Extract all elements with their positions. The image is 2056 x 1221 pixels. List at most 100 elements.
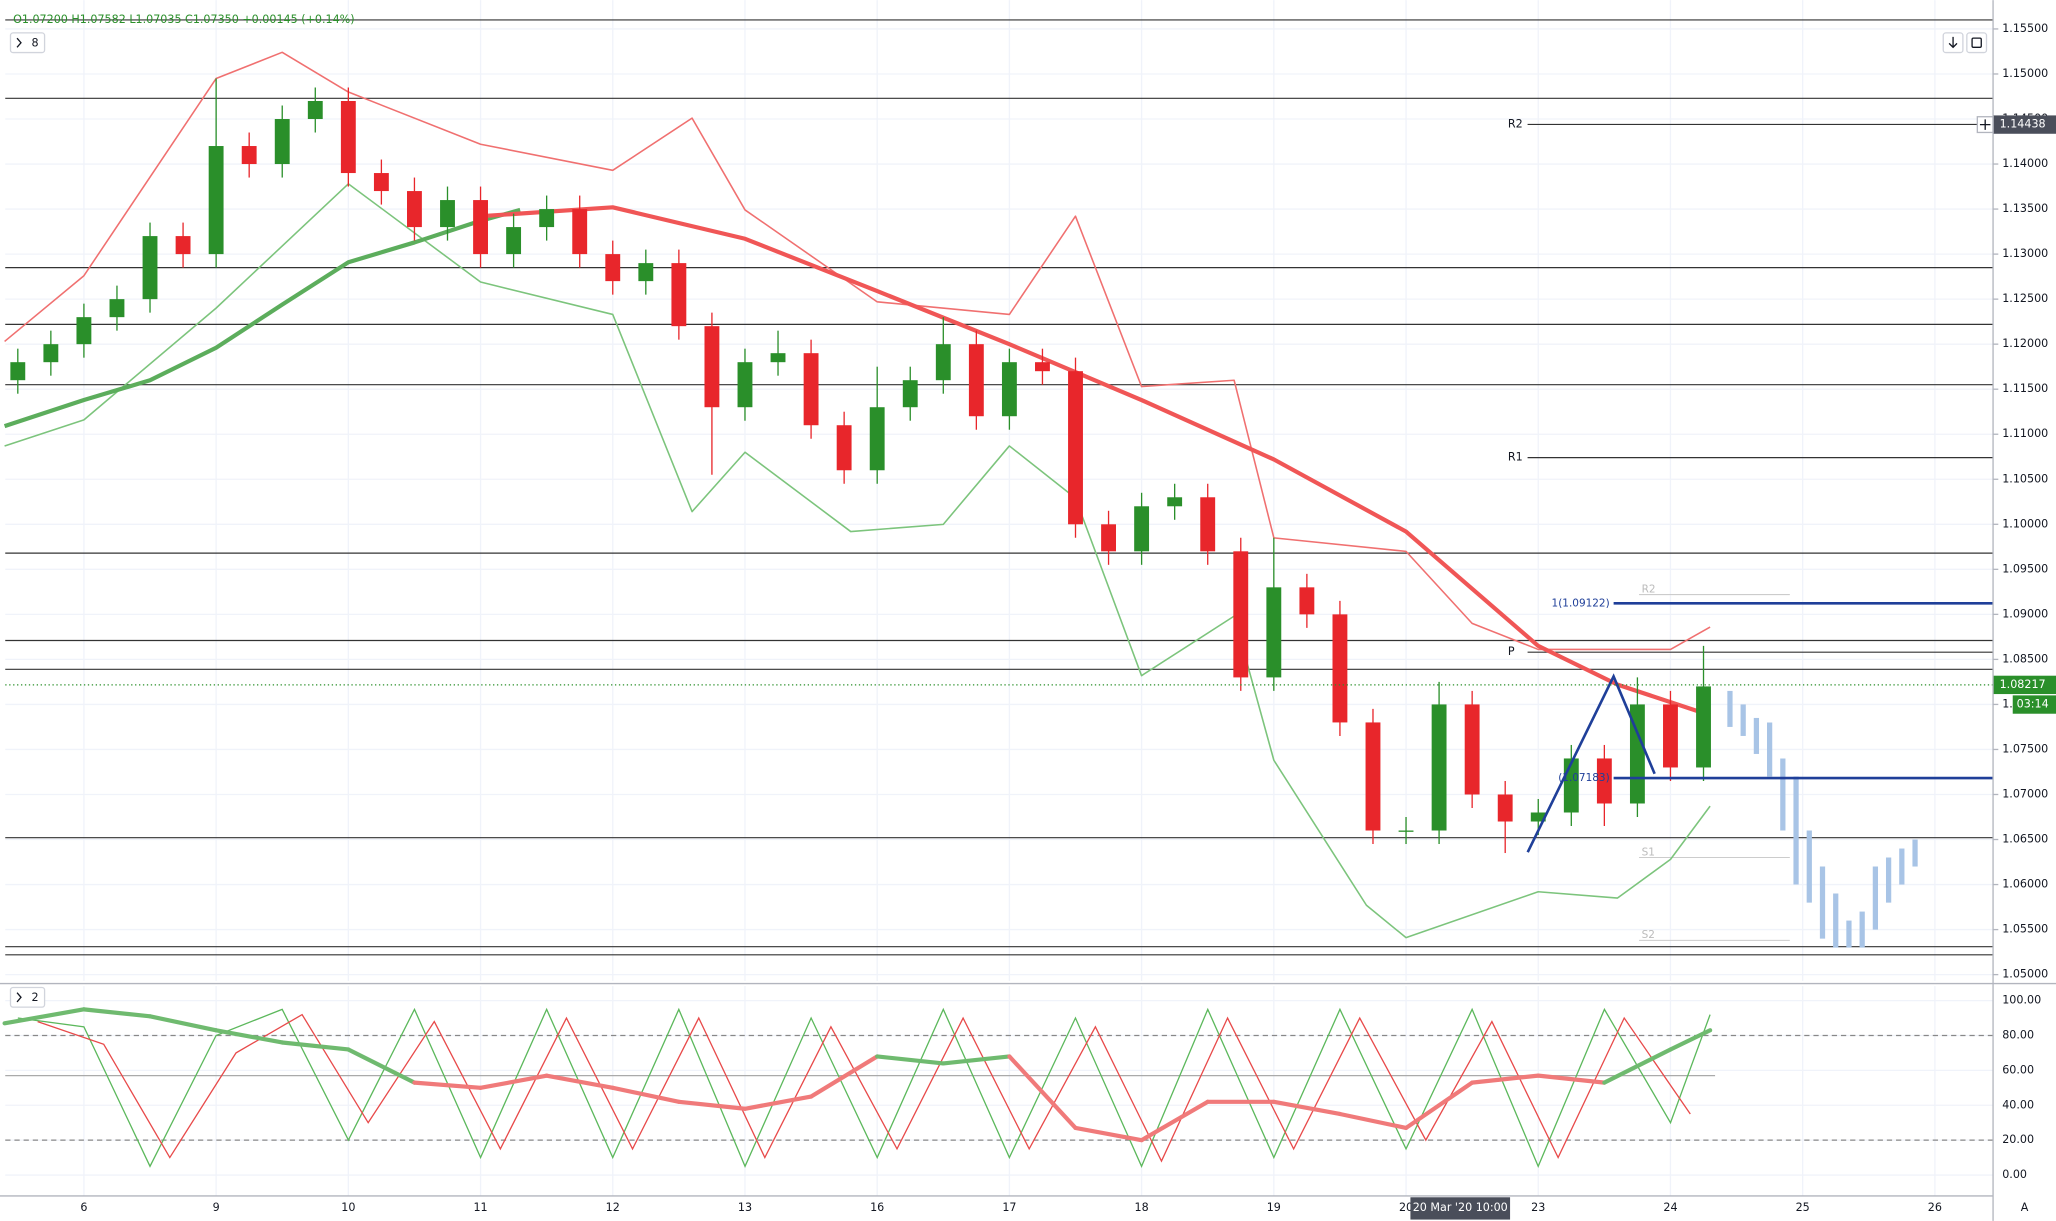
candle-body <box>1497 794 1513 822</box>
y-tick-label: 1.06000 <box>2002 878 2048 891</box>
candle-body <box>1200 497 1216 552</box>
oscillator-segment <box>875 1054 946 1066</box>
candle-body <box>737 362 753 408</box>
candle-body <box>902 380 918 408</box>
maximize-button[interactable] <box>1966 32 1988 54</box>
pivot-label: R1 <box>1508 451 1523 464</box>
candle-body <box>1530 812 1546 822</box>
overlay-line <box>480 205 1711 718</box>
oscillator-segment <box>1403 1080 1475 1131</box>
y-tick-label: 1.06500 <box>2002 833 2048 846</box>
candle-body <box>605 254 621 282</box>
x-tick-label: 23 <box>1531 1201 1545 1214</box>
oscillator-segment <box>214 1028 285 1045</box>
pivot-label: P <box>1508 645 1515 658</box>
candle-body <box>76 317 92 345</box>
candle-body <box>770 353 786 363</box>
y-tick-label: 1.12500 <box>2002 292 2048 305</box>
crosshair-price-tag <box>1993 115 2056 134</box>
candle-body <box>671 263 687 327</box>
y-tick-label: 40.00 <box>2002 1098 2034 1111</box>
y-tick-label: 1.13500 <box>2002 202 2048 215</box>
faded-pivot-label: S2 <box>1642 929 1655 941</box>
x-tick-label: 11 <box>473 1201 487 1214</box>
x-tick-label: 16 <box>870 1201 884 1214</box>
candle-body <box>109 299 125 318</box>
faded-pivot-label: S1 <box>1642 846 1655 858</box>
x-tick-label: 13 <box>738 1201 752 1214</box>
plus-icon <box>1979 119 1991 130</box>
oscillator-segment <box>544 1073 615 1090</box>
oscillator-segment <box>2 1007 87 1026</box>
oscillator-segment <box>808 1054 880 1099</box>
candle-body <box>1299 587 1315 615</box>
y-tick-label: 1.05000 <box>2002 968 2048 981</box>
candle-body <box>373 173 389 192</box>
scale-mode[interactable]: A <box>2021 1201 2029 1214</box>
oscillator-segment <box>412 1080 483 1090</box>
candle-body <box>274 119 290 165</box>
last-price-label: 1.08217 <box>2000 678 2046 691</box>
toggle-main[interactable] <box>9 32 46 54</box>
y-tick-label: 1.11000 <box>2002 427 2048 440</box>
candle-body <box>440 200 455 228</box>
countdown-tag <box>2012 695 2056 714</box>
oscillator-segment <box>742 1094 814 1111</box>
overlay-line <box>3 207 521 429</box>
countdown-label: 03:14 <box>2017 698 2049 711</box>
candle-body <box>1663 704 1678 768</box>
plot: 1.05000 1.05500 1.06000 1.06500 1.07000 1.075… <box>2 19 2056 1220</box>
candle-body <box>340 100 356 174</box>
oscillator-segment <box>81 1007 153 1019</box>
candle-body <box>407 191 422 228</box>
candle-body <box>1233 551 1249 678</box>
oscillator-segment <box>1073 1125 1144 1143</box>
pattern-line <box>1526 673 1656 853</box>
candle-body <box>1596 758 1612 804</box>
oscillator-segment <box>1536 1073 1607 1085</box>
oscillator-segment <box>1668 1028 1713 1052</box>
x-tick-label: 18 <box>1135 1201 1149 1214</box>
oscillator-segment <box>1337 1111 1409 1131</box>
x-tick-label: 6 <box>80 1201 87 1214</box>
x-tick-label: 10 <box>341 1201 355 1214</box>
oscillator-segment <box>676 1099 748 1111</box>
toggle-osc[interactable] <box>9 986 46 1008</box>
square-icon <box>1971 37 1982 48</box>
oscillator-segment <box>1271 1099 1343 1117</box>
candle-body <box>1266 587 1282 678</box>
x-tick-label: 24 <box>1663 1201 1677 1214</box>
candle-body <box>1696 686 1711 768</box>
overlay-line <box>4 183 1711 939</box>
candle-body <box>1464 704 1480 795</box>
chevron <box>16 992 22 1003</box>
y-tick-label: 20.00 <box>2002 1133 2034 1146</box>
candle-body <box>638 263 654 282</box>
panel-count: 2 <box>31 991 38 1004</box>
y-tick-label: 1.14000 <box>2002 157 2048 170</box>
oscillator-segment <box>1007 1054 1078 1131</box>
y-tick-label: 1.07000 <box>2002 787 2048 800</box>
panel-count: 8 <box>31 36 38 49</box>
y-tick-label: 1.10500 <box>2002 472 2048 485</box>
crosshair-price-label: 1.14438 <box>2000 118 2046 131</box>
y-tick-label: 1.15500 <box>2002 22 2048 35</box>
oscillator-segment <box>941 1054 1012 1066</box>
oscillator-segment <box>1139 1099 1210 1143</box>
chevron <box>16 37 22 48</box>
x-tick-label: 9 <box>213 1201 220 1214</box>
crosshair-time-tag <box>1410 1197 1511 1220</box>
down-icon <box>1948 36 1958 49</box>
candle-body <box>572 209 588 255</box>
oscillator-segment <box>280 1040 351 1052</box>
oscillator-segment <box>610 1085 681 1104</box>
candle-body <box>307 100 323 120</box>
y-tick-label: 1.11500 <box>2002 382 2048 395</box>
overlay-line <box>4 51 1711 651</box>
x-tick-label: 17 <box>1002 1201 1016 1214</box>
oscillator-segment <box>1602 1047 1673 1085</box>
candle-body <box>43 344 59 363</box>
